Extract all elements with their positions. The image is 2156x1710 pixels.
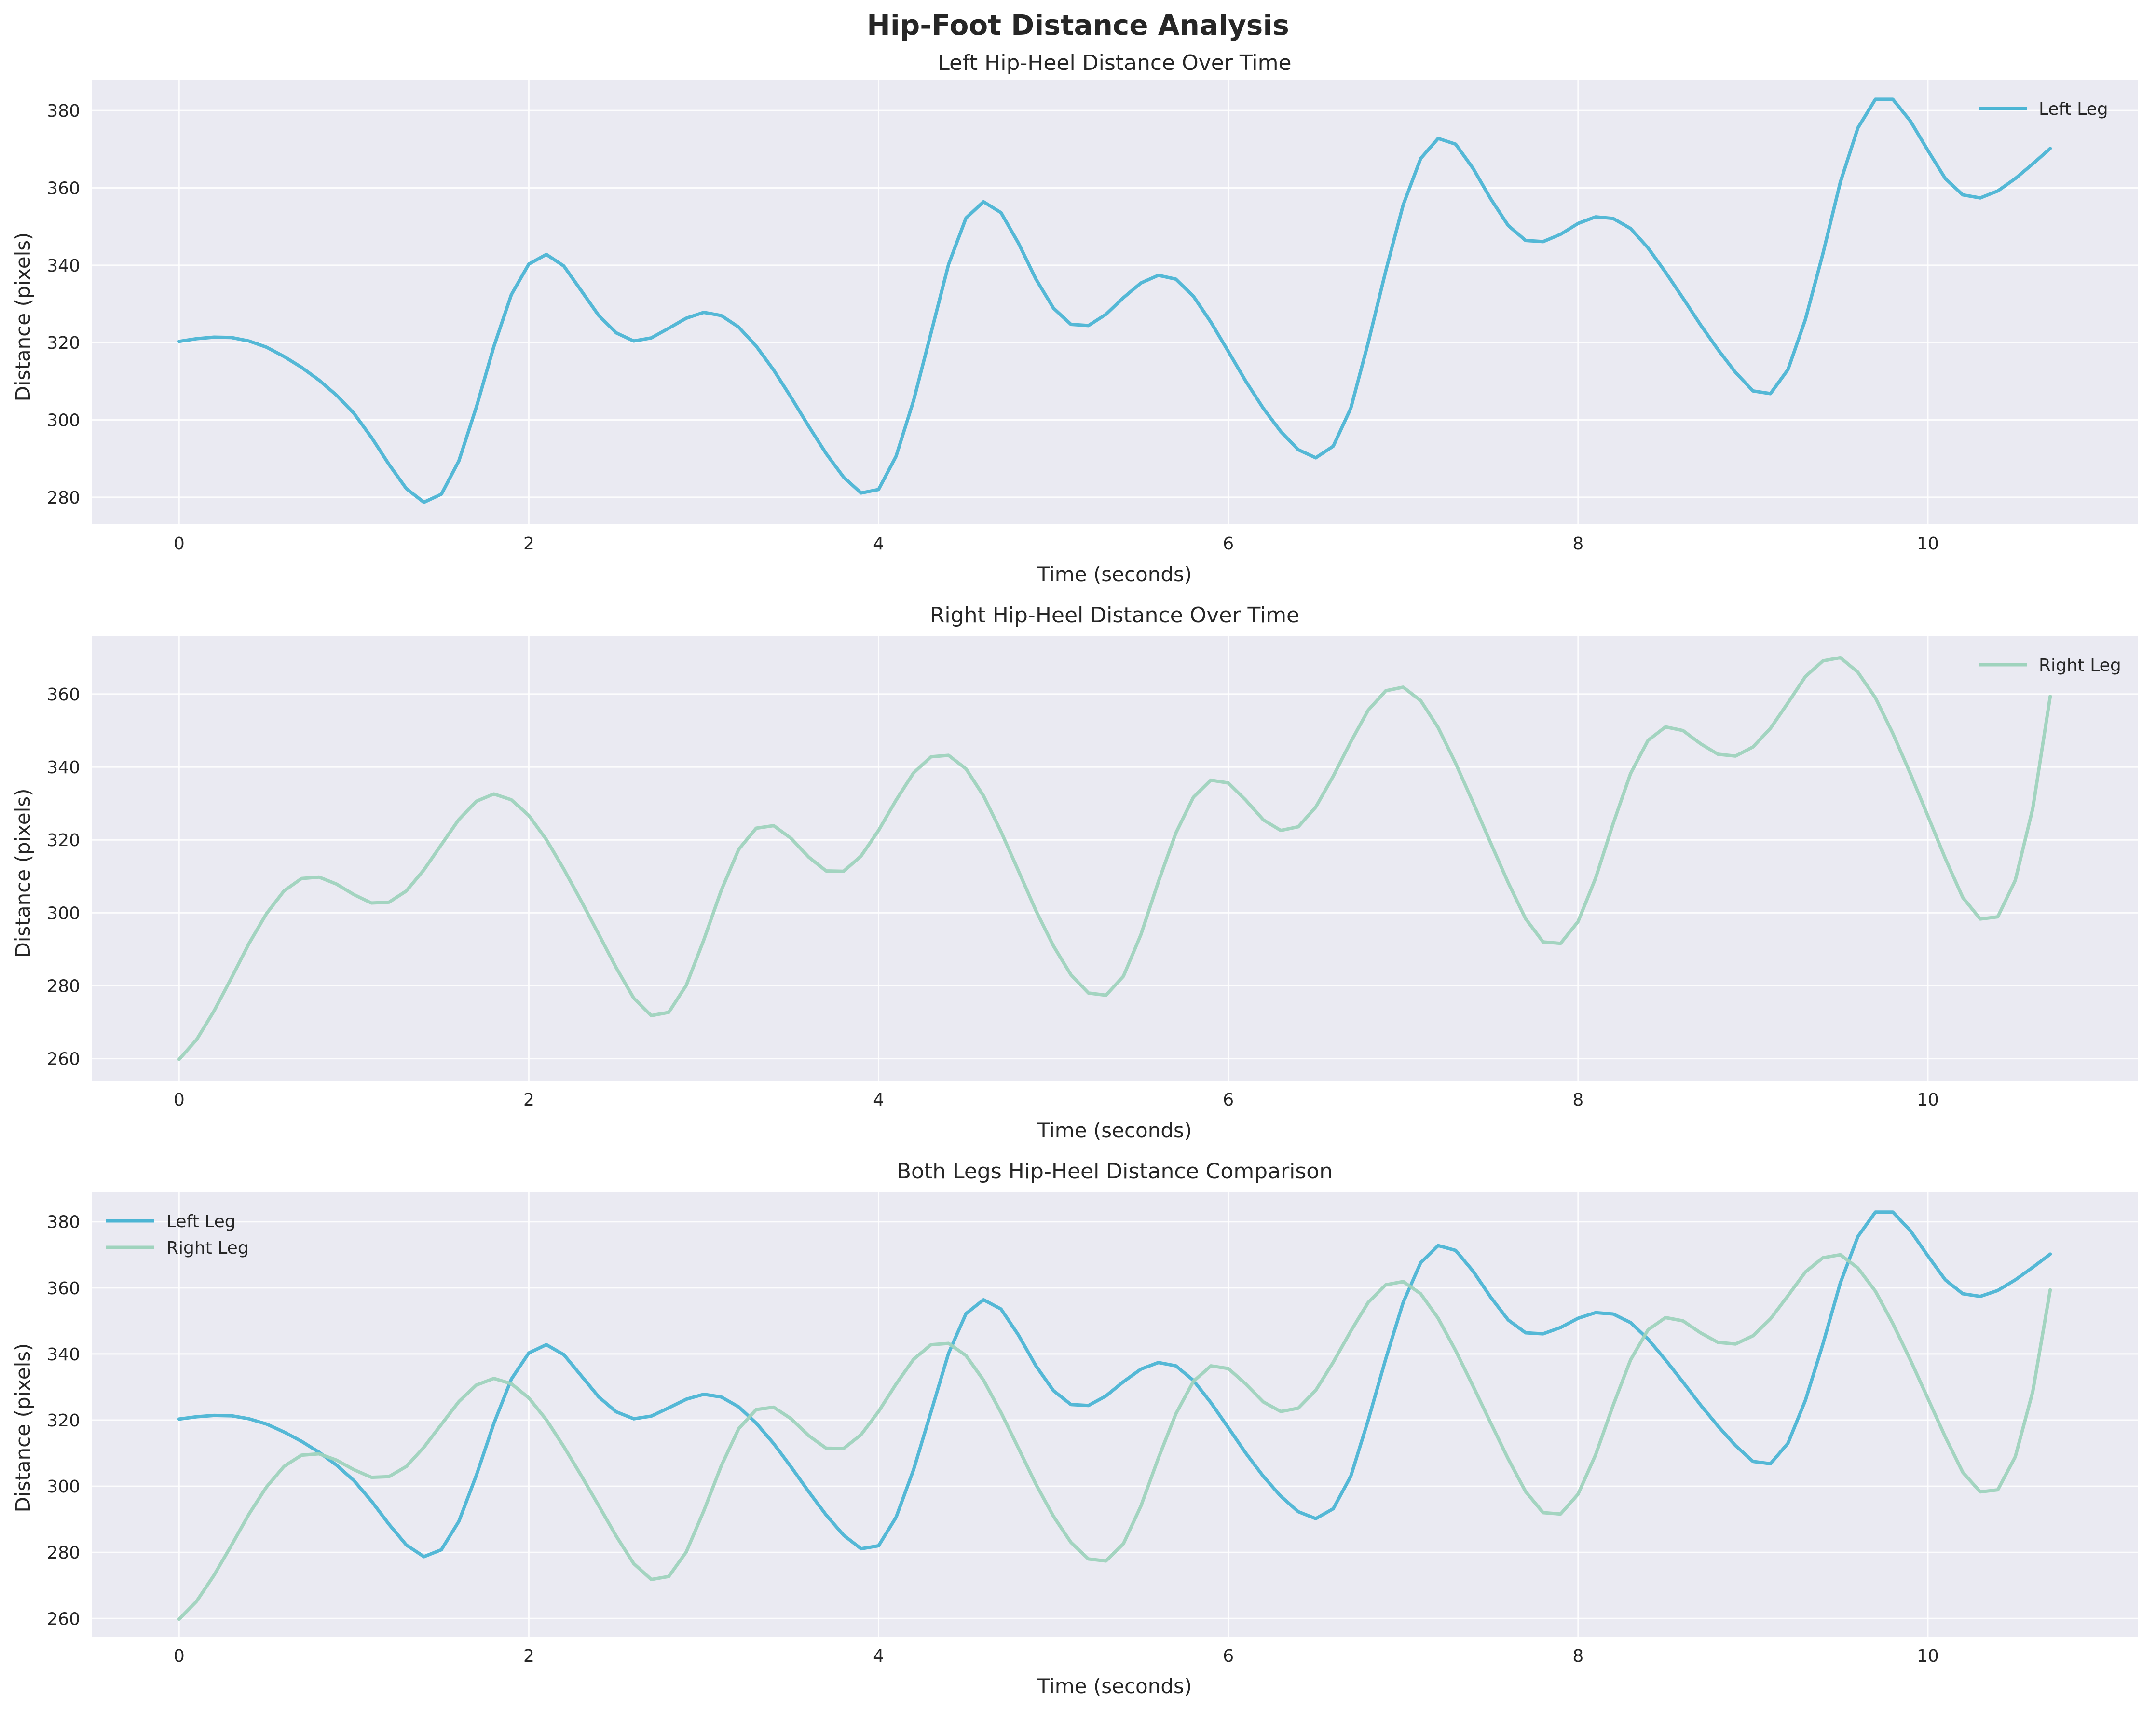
x-tick-label: 2 bbox=[523, 1090, 534, 1110]
y-tick-label: 340 bbox=[47, 758, 80, 778]
x-tick-label: 6 bbox=[1223, 534, 1234, 554]
left-leg-series-line bbox=[177, 97, 2052, 504]
y-tick-label: 280 bbox=[47, 977, 80, 997]
x-tick-label: 4 bbox=[873, 1090, 884, 1110]
left-leg-series-line bbox=[177, 1210, 2052, 1559]
comparison-subplot-xlabel: Time (seconds) bbox=[1037, 1674, 1192, 1698]
y-tick-label: 300 bbox=[47, 903, 80, 923]
x-tick-label: 2 bbox=[523, 1646, 534, 1666]
y-tick-label: 360 bbox=[47, 178, 80, 198]
y-tick-label: 320 bbox=[47, 831, 80, 850]
x-tick-label: 10 bbox=[1917, 1646, 1939, 1666]
right-subplot-title: Right Hip-Heel Distance Over Time bbox=[930, 603, 1299, 628]
y-tick-label: 340 bbox=[47, 256, 80, 276]
comparison-subplot-title: Both Legs Hip-Heel Distance Comparison bbox=[897, 1159, 1333, 1184]
right-leg-subplot: Right Hip-Heel Distance Over Time Time (… bbox=[11, 603, 2138, 1142]
x-tick-label: 0 bbox=[174, 1090, 185, 1110]
y-tick-label: 320 bbox=[47, 1411, 80, 1431]
left-subplot-xlabel: Time (seconds) bbox=[1037, 562, 1192, 586]
y-tick-label: 260 bbox=[47, 1050, 80, 1069]
right-leg-series-line bbox=[177, 656, 2052, 1061]
x-tick-label: 0 bbox=[174, 1646, 185, 1666]
plot-area bbox=[92, 1192, 2138, 1637]
y-tick-label: 380 bbox=[47, 1213, 80, 1232]
plot-area bbox=[92, 636, 2138, 1081]
x-tick-label: 8 bbox=[1572, 1090, 1583, 1110]
y-tick-label: 300 bbox=[47, 1477, 80, 1497]
legend-label: Left Leg bbox=[2039, 99, 2108, 119]
legend-label: Right Leg bbox=[166, 1238, 249, 1258]
y-tick-label: 380 bbox=[47, 101, 80, 121]
x-tick-label: 10 bbox=[1917, 1090, 1939, 1110]
legend-label: Left Leg bbox=[166, 1212, 236, 1231]
x-tick-label: 10 bbox=[1917, 534, 1939, 554]
right-leg-series-line bbox=[177, 1253, 2052, 1621]
x-tick-label: 4 bbox=[873, 534, 884, 554]
x-tick-label: 8 bbox=[1572, 534, 1583, 554]
left-subplot-ylabel: Distance (pixels) bbox=[11, 232, 35, 401]
y-tick-label: 340 bbox=[47, 1345, 80, 1365]
x-tick-label: 0 bbox=[174, 534, 185, 554]
right-subplot-xlabel: Time (seconds) bbox=[1037, 1119, 1192, 1142]
y-tick-label: 300 bbox=[47, 411, 80, 431]
x-tick-label: 4 bbox=[873, 1646, 884, 1666]
x-tick-label: 6 bbox=[1223, 1090, 1234, 1110]
x-tick-label: 2 bbox=[523, 534, 534, 554]
comparison-subplot: Both Legs Hip-Heel Distance Comparison T… bbox=[11, 1159, 2138, 1698]
x-tick-label: 6 bbox=[1223, 1646, 1234, 1666]
y-tick-label: 360 bbox=[47, 685, 80, 705]
y-tick-label: 320 bbox=[47, 333, 80, 353]
comparison-subplot-ylabel: Distance (pixels) bbox=[11, 1343, 35, 1512]
plot-area bbox=[92, 80, 2138, 524]
y-tick-label: 260 bbox=[47, 1609, 80, 1629]
right-subplot-ylabel: Distance (pixels) bbox=[11, 788, 35, 958]
y-tick-label: 280 bbox=[47, 1543, 80, 1563]
left-leg-subplot: Left Hip-Heel Distance Over Time Time (s… bbox=[11, 51, 2138, 586]
figure-title: Hip-Foot Distance Analysis bbox=[867, 9, 1289, 41]
y-tick-label: 280 bbox=[47, 488, 80, 508]
legend-label: Right Leg bbox=[2039, 656, 2121, 675]
x-tick-label: 8 bbox=[1572, 1646, 1583, 1666]
y-tick-label: 360 bbox=[47, 1279, 80, 1299]
left-subplot-title: Left Hip-Heel Distance Over Time bbox=[938, 51, 1291, 75]
